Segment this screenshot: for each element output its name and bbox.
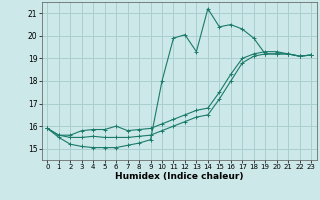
X-axis label: Humidex (Indice chaleur): Humidex (Indice chaleur) xyxy=(115,172,244,181)
